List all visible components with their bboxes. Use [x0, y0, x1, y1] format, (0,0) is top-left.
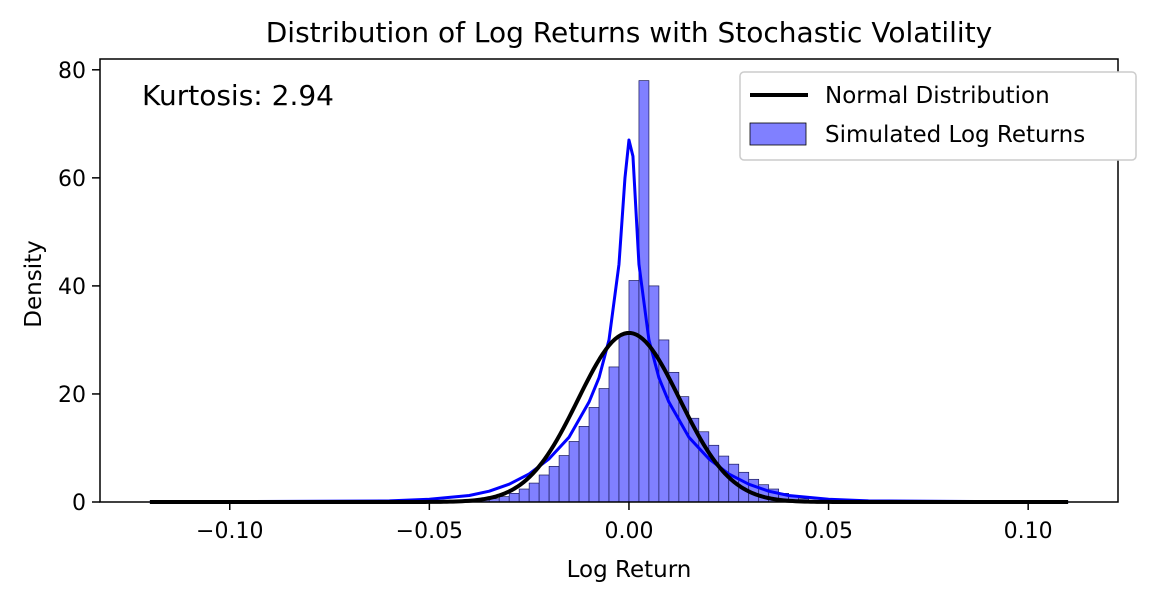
histogram-bar	[648, 285, 660, 503]
y-tick-label: 80	[58, 59, 86, 84]
histogram-bar	[498, 496, 510, 503]
kde-curve	[149, 138, 1069, 504]
histogram-bar	[578, 426, 590, 503]
x-axis-label: Log Return	[567, 557, 692, 583]
histogram-bar	[538, 474, 550, 503]
histogram-bar	[558, 455, 570, 503]
y-tick-label: 0	[72, 491, 86, 516]
chart-title: Distribution of Log Returns with Stochas…	[266, 16, 993, 49]
histogram-bar	[718, 455, 730, 503]
y-tick-label: 60	[58, 167, 86, 192]
histogram-bar	[588, 407, 600, 503]
histogram-bar	[508, 493, 520, 503]
legend-swatch-simulated	[749, 122, 807, 146]
histogram-bar	[568, 441, 580, 503]
histogram-bar	[628, 280, 640, 503]
histogram-bar	[608, 366, 620, 503]
x-axis-ticks: −0.10 −0.05 0.00 0.05 0.10	[196, 502, 1053, 544]
histogram-bar	[518, 488, 530, 503]
histogram-bar	[528, 482, 540, 503]
y-tick-label: 20	[58, 383, 86, 408]
plot-frame	[99, 58, 1119, 503]
x-tick-label: −0.10	[196, 519, 263, 544]
legend-box	[739, 71, 1137, 161]
legend-label-simulated: Simulated Log Returns	[825, 122, 1085, 148]
histogram-bar	[548, 465, 560, 503]
x-tick-label: 0.10	[1004, 519, 1053, 544]
y-axis-label: Density	[21, 240, 47, 327]
x-tick-label: 0.05	[804, 519, 853, 544]
legend-label-normal: Normal Distribution	[825, 83, 1050, 109]
histogram-bar	[618, 334, 630, 503]
y-axis-ticks: 0 20 40 60 80	[58, 59, 100, 516]
y-tick-label: 40	[58, 275, 86, 300]
histogram-bar	[598, 388, 610, 503]
kurtosis-annotation: Kurtosis: 2.94	[142, 79, 334, 112]
legend: Normal Distribution Simulated Log Return…	[739, 71, 1137, 161]
x-tick-label: −0.05	[396, 519, 463, 544]
x-tick-label: 0.00	[604, 519, 653, 544]
